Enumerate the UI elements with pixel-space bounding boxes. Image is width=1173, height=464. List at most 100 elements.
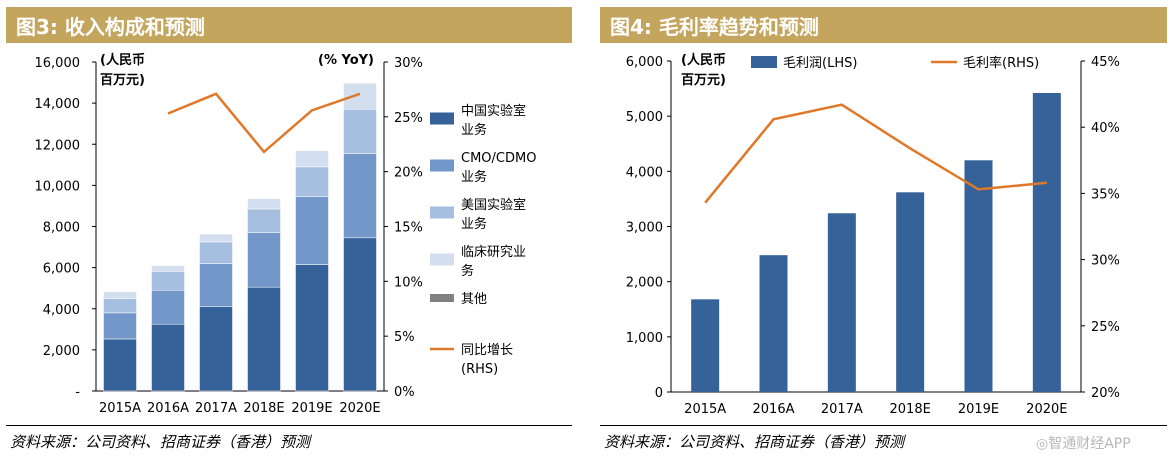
y-right-tick-label: 40% bbox=[1091, 121, 1120, 136]
bar-segment bbox=[295, 264, 329, 392]
left-unit-label: 百万元) bbox=[681, 73, 726, 88]
legend-label: 同比增长 bbox=[461, 343, 513, 358]
bar-segment bbox=[343, 82, 377, 84]
bar-segment bbox=[103, 338, 137, 392]
growth-line bbox=[167, 92, 361, 154]
bar-segment bbox=[343, 237, 377, 392]
left-source-note: 资料来源：公司资料、招商证券（香港）预测 bbox=[10, 433, 311, 451]
x-tick-label: 2015A bbox=[684, 402, 726, 417]
y-tick-label: - bbox=[75, 385, 80, 400]
bar-segment bbox=[247, 208, 281, 233]
legend-swatch bbox=[430, 253, 454, 266]
right-unit-label: (% YoY) bbox=[318, 53, 374, 68]
legend-label: 毛利润(LHS) bbox=[783, 56, 857, 71]
y-tick-label: 3,000 bbox=[626, 221, 663, 236]
gross-profit-bar bbox=[691, 299, 720, 392]
x-tick-label: 2019E bbox=[291, 401, 332, 416]
y-tick-label: 8,000 bbox=[43, 221, 80, 236]
bar-segment bbox=[199, 241, 233, 264]
left-panel-title: 图3: 收入构成和预测 bbox=[16, 15, 205, 39]
legend-label: 临床研究业 bbox=[461, 245, 526, 260]
left-panel-header: 图3: 收入构成和预测 bbox=[6, 7, 572, 43]
bar-segment bbox=[199, 306, 233, 392]
legend-label: 毛利率(RHS) bbox=[963, 55, 1039, 71]
bar-segment bbox=[199, 233, 233, 243]
right-panel-title: 图4: 毛利率趋势和预测 bbox=[610, 15, 819, 39]
y-tick-label: 4,000 bbox=[626, 165, 663, 180]
y-tick-label: 12,000 bbox=[35, 138, 81, 153]
x-tick-label: 2016A bbox=[753, 402, 795, 417]
y-tick-label: 4,000 bbox=[43, 303, 80, 318]
x-tick-label: 2018E bbox=[243, 401, 284, 416]
x-tick-label: 2018E bbox=[890, 402, 931, 417]
revenue-composition-chart: - 2,000 4,000 6,000 8,000 10,000 12,000 14,000 1… bbox=[35, 52, 537, 416]
y-right-tick-label: 20% bbox=[1091, 386, 1120, 401]
y-right-tick-label: 25% bbox=[1091, 320, 1120, 335]
bar-segment bbox=[247, 198, 281, 210]
x-tick-label: 2017A bbox=[195, 401, 237, 416]
y-tick-label: 1,000 bbox=[626, 331, 663, 346]
legend-label: 美国实验室 bbox=[461, 197, 526, 213]
x-tick-label: 2019E bbox=[958, 402, 999, 417]
bar-segment bbox=[151, 271, 185, 291]
y-right-tick-label: 30% bbox=[394, 56, 423, 71]
y-right-tick-label: 35% bbox=[1091, 187, 1120, 202]
y-right-tick-label: 20% bbox=[394, 166, 423, 181]
y-right-tick-label: 5% bbox=[394, 330, 415, 345]
bar-segment bbox=[103, 291, 137, 299]
x-tick-label: 2020E bbox=[1026, 402, 1067, 417]
y-tick-label: 2,000 bbox=[626, 276, 663, 291]
gross-margin-line bbox=[704, 103, 1047, 204]
left-unit-label: (人民币 bbox=[100, 52, 145, 68]
y-right-tick-label: 0% bbox=[394, 385, 415, 400]
bar-segment bbox=[151, 289, 185, 325]
legend-label: 中国实验室 bbox=[461, 103, 526, 119]
bar-segment bbox=[343, 153, 377, 239]
bar-segment bbox=[103, 298, 137, 314]
gross-profit-bar bbox=[827, 213, 856, 392]
gross-profit-bar bbox=[896, 192, 925, 392]
legend-label: 业务 bbox=[461, 169, 487, 185]
y-right-tick-label: 45% bbox=[1091, 55, 1120, 70]
right-source-note: 资料来源：公司资料、招商证券（香港）预测 bbox=[604, 433, 905, 451]
x-tick-label: 2020E bbox=[339, 401, 380, 416]
bar-segment bbox=[343, 109, 377, 154]
bar-segment bbox=[199, 263, 233, 307]
bar-segment bbox=[295, 196, 329, 265]
x-tick-label: 2015A bbox=[99, 401, 141, 416]
legend-swatch bbox=[430, 159, 454, 172]
right-footer-rule bbox=[600, 425, 1167, 426]
gross-profit-bar bbox=[964, 160, 993, 392]
bar-segment bbox=[247, 232, 281, 288]
y-tick-label: 2,000 bbox=[43, 344, 80, 359]
bar-segment bbox=[151, 323, 185, 392]
legend-label: 业务 bbox=[461, 122, 487, 138]
y-tick-label: 6,000 bbox=[626, 55, 663, 70]
watermark: ◎智通财经APP bbox=[1036, 436, 1131, 452]
bar-segment bbox=[247, 286, 281, 392]
y-tick-label: 6,000 bbox=[43, 262, 80, 277]
y-right-tick-label: 15% bbox=[394, 221, 423, 236]
y-tick-label: 16,000 bbox=[35, 56, 81, 71]
legend-label: 其他 bbox=[461, 292, 487, 307]
legend-label: 务 bbox=[461, 263, 474, 279]
legend-swatch bbox=[430, 206, 454, 219]
left-unit-label: (人民币 bbox=[681, 52, 726, 68]
bar-segment bbox=[295, 150, 329, 168]
gross-margin-chart: 0 1,000 2,000 3,000 4,000 5,000 6,000 20% 25% 30%… bbox=[626, 52, 1120, 417]
bar-segment bbox=[343, 83, 377, 110]
x-tick-label: 2016A bbox=[147, 401, 189, 416]
legend-label: 业务 bbox=[461, 216, 487, 232]
gross-profit-bar bbox=[759, 255, 788, 392]
legend-label: CMO/CDMO bbox=[461, 151, 536, 166]
gross-profit-bar bbox=[1032, 92, 1061, 392]
y-tick-label: 0 bbox=[655, 386, 663, 401]
right-panel-header: 图4: 毛利率趋势和预测 bbox=[600, 7, 1167, 43]
y-tick-label: 14,000 bbox=[35, 97, 81, 112]
legend-swatch bbox=[430, 112, 454, 125]
legend-swatch bbox=[751, 56, 777, 68]
y-right-tick-label: 10% bbox=[394, 275, 423, 290]
bar-segment bbox=[295, 166, 329, 197]
x-tick-label: 2017A bbox=[821, 402, 863, 417]
y-right-tick-label: 30% bbox=[1091, 254, 1120, 269]
